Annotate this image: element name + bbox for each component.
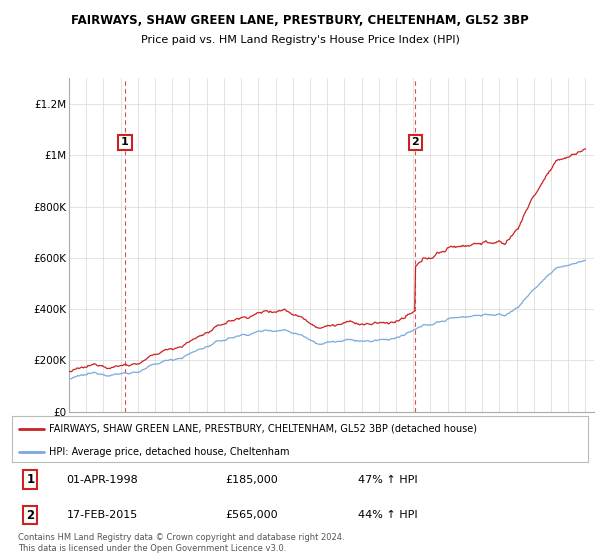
- Text: 47% ↑ HPI: 47% ↑ HPI: [358, 475, 417, 484]
- Text: 1: 1: [26, 473, 35, 486]
- Text: 1: 1: [121, 137, 129, 147]
- Text: 2: 2: [26, 508, 35, 521]
- Text: £565,000: £565,000: [225, 510, 278, 520]
- Text: £185,000: £185,000: [225, 475, 278, 484]
- Text: FAIRWAYS, SHAW GREEN LANE, PRESTBURY, CHELTENHAM, GL52 3BP: FAIRWAYS, SHAW GREEN LANE, PRESTBURY, CH…: [71, 14, 529, 27]
- Text: Contains HM Land Registry data © Crown copyright and database right 2024.
This d: Contains HM Land Registry data © Crown c…: [18, 533, 344, 553]
- Text: FAIRWAYS, SHAW GREEN LANE, PRESTBURY, CHELTENHAM, GL52 3BP (detached house): FAIRWAYS, SHAW GREEN LANE, PRESTBURY, CH…: [49, 424, 478, 434]
- Text: 44% ↑ HPI: 44% ↑ HPI: [358, 510, 417, 520]
- Text: Price paid vs. HM Land Registry's House Price Index (HPI): Price paid vs. HM Land Registry's House …: [140, 35, 460, 45]
- Text: 17-FEB-2015: 17-FEB-2015: [67, 510, 138, 520]
- Text: 2: 2: [412, 137, 419, 147]
- Text: 01-APR-1998: 01-APR-1998: [67, 475, 139, 484]
- Text: HPI: Average price, detached house, Cheltenham: HPI: Average price, detached house, Chel…: [49, 447, 290, 457]
